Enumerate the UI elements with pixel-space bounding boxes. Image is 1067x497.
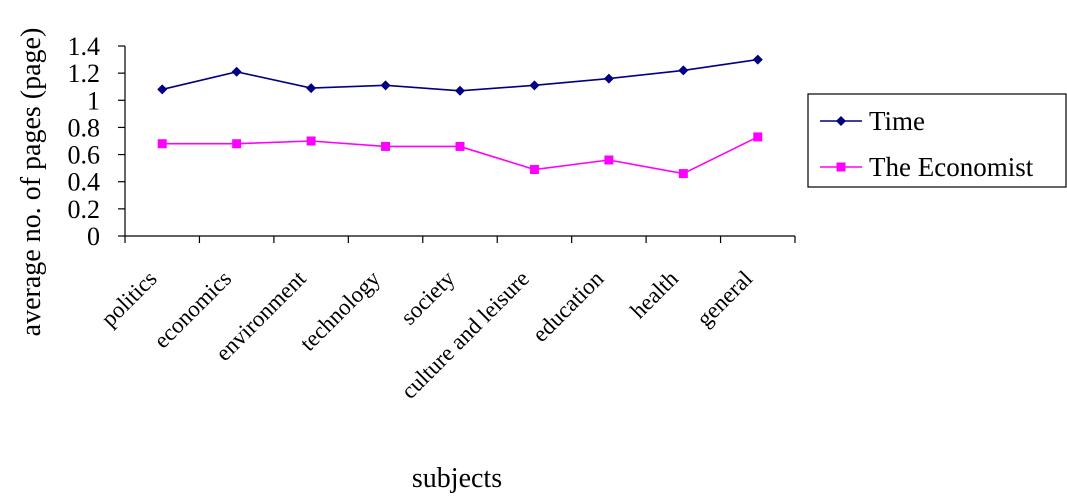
data-point-square [455,141,465,151]
legend-label: Time [869,106,925,136]
data-point-diamond [603,73,614,84]
legend-label: The Economist [869,152,1034,182]
data-point-square [753,132,763,142]
x-tick-label: health [625,266,683,324]
data-point-diamond [231,66,242,77]
x-tick-label: technology [295,266,385,356]
legend-box [807,93,1067,188]
legend-marker-square [836,162,846,172]
data-point-diamond [752,54,763,65]
data-point-square [529,165,539,174]
data-point-square [678,169,688,179]
y-axis-label: average no. of pages (page) [16,28,47,337]
y-tick-label: 0.8 [68,113,101,142]
x-tick-label: education [528,266,609,347]
data-point-square [604,155,614,165]
data-point-square [381,141,391,151]
legend-marker-diamond [836,116,846,126]
series-lines [162,58,759,175]
y-tick-label: 1.4 [68,32,101,61]
x-axis-label: subjects [412,463,502,494]
y-tick-label: 1.2 [68,59,101,88]
x-tick-label: politics [96,266,162,332]
series-markers [157,54,763,179]
data-point-diamond [678,65,689,76]
data-point-diamond [306,83,317,94]
data-point-diamond [455,85,465,96]
data-point-diamond [529,80,540,91]
y-tick-label: 1 [87,86,100,115]
y-tick-label: 0 [87,222,100,251]
axes [118,45,796,243]
y-tick-labels: 00.20.40.60.811.21.4 [68,32,101,251]
legend: Time The Economist [807,93,1067,188]
data-point-square [157,139,167,149]
y-tick-label: 0.4 [68,168,101,197]
x-tick-label: culture and leisure [396,266,534,404]
data-point-diamond [380,80,391,91]
data-point-diamond [157,84,168,95]
x-tick-label: general [692,266,758,332]
y-tick-label: 0.2 [68,195,101,224]
x-tick-label: society [396,266,460,330]
data-point-square [306,136,316,146]
data-point-square [232,139,242,149]
y-tick-label: 0.6 [68,141,101,170]
